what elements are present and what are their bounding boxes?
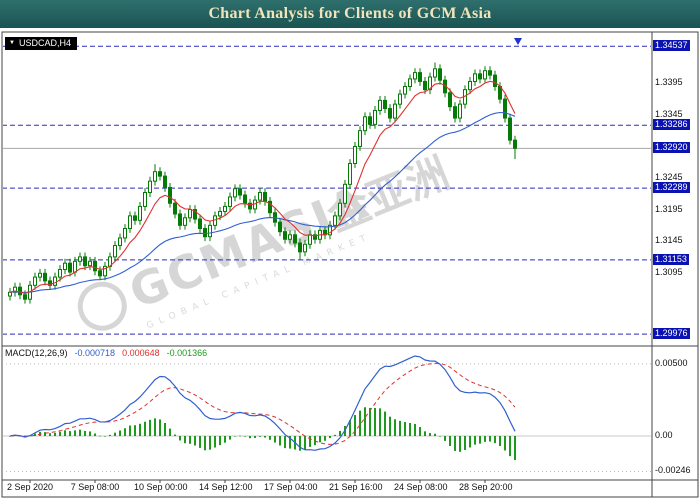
macd-histogram (9, 407, 516, 461)
watermark-logo-icon (77, 281, 127, 331)
price-tick-label: 1.3145 (655, 235, 683, 246)
time-tick-label: 7 Sep 08:00 (70, 482, 120, 492)
price-tick-label: 1.3195 (655, 203, 683, 214)
title-bar: Chart Analysis for Clients of GCM Asia (0, 0, 700, 28)
macd-main-line (9, 355, 516, 451)
price-panel (3, 45, 651, 335)
price-tick-label: 1.3245 (655, 172, 683, 182)
level-price-label: 1.33286 (653, 119, 690, 131)
time-tick-label: 10 Sep 00:00 (134, 482, 188, 492)
time-tick-label: 28 Sep 20:00 (459, 482, 513, 492)
macd-panel (3, 355, 651, 472)
price-tick-label: 1.3345 (655, 108, 683, 119)
dropdown-arrow-icon: ▼ (9, 40, 15, 46)
price-axis[interactable]: 1.3395 1.3345 1.3245 1.3195 1.3145 1.3095 1.34… (653, 32, 698, 497)
level-price-label: 1.29976 (653, 328, 690, 340)
macd-signal-value: 0.000648 (122, 348, 160, 358)
watermark-cjk: 金亚洲 (320, 148, 456, 241)
time-tick-label: 21 Sep 16:00 (329, 482, 383, 492)
time-tick-label: 17 Sep 04:00 (264, 482, 318, 492)
chart-frame (1, 31, 699, 498)
time-tick-label: 24 Sep 08:00 (394, 482, 448, 492)
macd-indicator-label: MACD(12,26,9) -0.000718 0.000648 -0.0013… (5, 348, 207, 359)
price-tick-label: 1.3095 (655, 266, 683, 277)
time-axis[interactable]: 2 Sep 2020 7 Sep 08:00 10 Sep 00:00 14 Sep … (2, 482, 652, 496)
level-price-label: 1.31153 (653, 253, 689, 265)
bid-price-label: 1.32920 (653, 142, 690, 154)
macd-scale-label: -0.00246 (655, 465, 691, 476)
symbol-period-label: USDCAD,H4 (18, 38, 71, 48)
macd-value: -0.000718 (74, 348, 116, 358)
macd-name: MACD(12,26,9) (5, 348, 68, 358)
price-tick-label: 1.3395 (655, 77, 683, 88)
watermark: GCMASIA 金亚洲 GLOBAL CAPITAL MARKET (77, 148, 456, 331)
time-tick-label: 14 Sep 12:00 (199, 482, 253, 492)
slow-ma-line (9, 111, 516, 294)
scroll-marker-icon (514, 38, 522, 45)
level-price-label: 1.34537 (653, 40, 690, 52)
page-title: Chart Analysis for Clients of GCM Asia (208, 5, 492, 22)
level-price-label: 1.32289 (653, 182, 690, 194)
macd-histogram-value: -0.001366 (166, 348, 208, 358)
symbol-selector[interactable]: ▼ USDCAD,H4 (5, 37, 77, 50)
macd-scale-label: 0.00 (655, 430, 673, 440)
macd-signal-line (9, 362, 516, 445)
fast-ma-line (9, 80, 516, 295)
macd-scale-label: 0.00500 (655, 357, 688, 368)
time-tick-label: 2 Sep 2020 (6, 482, 54, 492)
